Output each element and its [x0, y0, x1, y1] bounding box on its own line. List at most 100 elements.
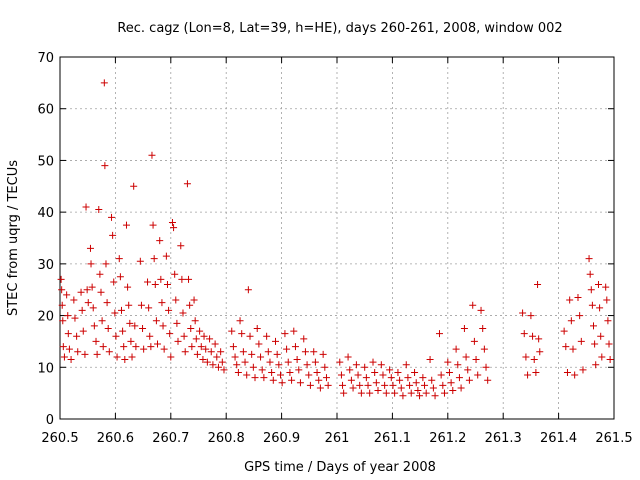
x-tick-label: 260.7 — [152, 431, 189, 446]
data-point — [126, 319, 134, 327]
data-point — [319, 350, 327, 358]
data-point — [218, 358, 226, 366]
data-point — [284, 358, 292, 366]
data-point — [479, 325, 487, 332]
data-point — [366, 389, 374, 397]
data-point — [244, 286, 252, 294]
data-point — [566, 296, 574, 304]
data-point — [158, 299, 166, 307]
data-point — [576, 312, 584, 320]
data-point — [283, 345, 291, 353]
data-point — [597, 332, 605, 340]
data-point — [290, 327, 298, 335]
data-point — [145, 304, 153, 312]
data-point — [131, 322, 139, 330]
data-point — [179, 309, 187, 317]
data-point — [238, 330, 246, 338]
data-point — [414, 387, 422, 395]
data-point — [117, 306, 125, 314]
data-point — [369, 358, 377, 366]
data-point — [520, 330, 528, 338]
data-point — [273, 350, 281, 358]
data-point — [188, 343, 196, 351]
data-point — [159, 322, 167, 330]
chart-title: Rec. cagz (Lon=8, Lat=39, h=HE), days 26… — [117, 21, 562, 36]
data-point — [113, 353, 121, 361]
data-point — [81, 350, 89, 358]
data-point — [482, 363, 490, 371]
y-tick-label: 70 — [37, 51, 54, 66]
data-point — [275, 361, 283, 369]
data-point — [90, 322, 98, 330]
data-point — [248, 350, 256, 358]
data-point — [132, 343, 140, 351]
x-tick-label: 261.5 — [595, 431, 632, 446]
data-point — [146, 332, 154, 340]
data-point — [406, 381, 414, 389]
data-point — [67, 356, 75, 364]
data-point — [484, 376, 492, 384]
data-point — [120, 343, 128, 351]
data-point — [82, 203, 90, 211]
y-axis-label: STEC from uqrg / TECUs — [6, 160, 21, 316]
data-point — [99, 343, 107, 351]
data-point — [535, 335, 543, 343]
data-point — [263, 332, 271, 340]
data-point — [119, 327, 127, 335]
data-point — [130, 182, 138, 190]
data-point — [168, 218, 176, 226]
data-point — [170, 224, 178, 232]
data-point — [59, 317, 67, 325]
data-point — [311, 358, 319, 366]
data-point — [588, 301, 596, 309]
data-point — [305, 371, 313, 379]
data-point — [377, 361, 385, 369]
data-point — [379, 371, 387, 379]
data-point — [246, 332, 254, 340]
data-point — [249, 363, 257, 371]
data-point — [166, 330, 174, 338]
data-point — [115, 255, 123, 263]
x-tick-label: 261.1 — [374, 431, 411, 446]
data-point — [93, 350, 101, 358]
data-point — [306, 381, 314, 389]
data-point — [144, 278, 152, 286]
data-point — [191, 317, 199, 325]
data-point — [209, 361, 217, 369]
data-point — [100, 79, 108, 87]
data-point — [260, 374, 268, 382]
data-point — [337, 371, 345, 379]
data-point — [108, 213, 116, 221]
data-point — [89, 304, 97, 312]
data-point — [604, 317, 612, 325]
data-point — [136, 257, 144, 265]
data-point — [324, 381, 332, 389]
data-point — [519, 309, 527, 317]
data-point — [421, 381, 429, 389]
data-point — [190, 296, 198, 304]
data-point — [147, 343, 155, 351]
data-point — [229, 343, 237, 351]
y-tick-label: 60 — [37, 103, 54, 118]
data-point — [236, 317, 244, 325]
data-point — [63, 291, 71, 299]
data-point — [255, 340, 263, 348]
x-tick-label: 261 — [325, 431, 350, 446]
data-point — [435, 330, 443, 338]
data-point — [605, 340, 613, 348]
data-point — [426, 356, 434, 364]
data-point — [602, 283, 610, 291]
data-point — [231, 353, 239, 361]
data-point — [391, 389, 399, 397]
data-point — [529, 332, 537, 340]
data-point — [217, 348, 225, 356]
data-point — [437, 371, 445, 379]
data-point — [286, 368, 294, 376]
data-point — [165, 306, 173, 314]
data-point — [310, 348, 318, 356]
data-point — [98, 317, 106, 325]
data-point — [200, 332, 208, 340]
data-point — [465, 376, 473, 384]
data-point — [183, 180, 191, 188]
y-tick-label: 30 — [37, 258, 54, 273]
